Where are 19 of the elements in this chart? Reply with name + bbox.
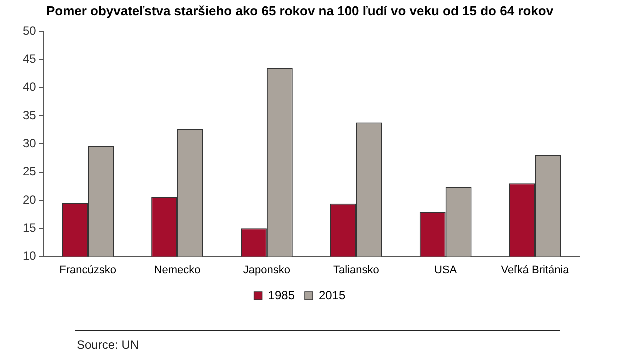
y-tick-label: 35 — [22, 108, 37, 122]
x-tick-label: Taliansko — [333, 264, 380, 276]
x-tick-label: Francúzsko — [60, 264, 116, 276]
y-tick-label: 50 — [22, 24, 37, 38]
x-tick-label: Nemecko — [154, 264, 201, 276]
chart-title: Pomer obyvateľstva staršieho ako 65 rokov na 100 ľudí vo veku od 15 do 64 rokov — [46, 3, 554, 18]
y-tick-label: 30 — [22, 136, 37, 151]
legend-label: 1985 — [268, 288, 296, 302]
x-tick-label: USA — [434, 264, 458, 276]
x-tick-label: Japonsko — [243, 264, 290, 276]
y-tick-label: 20 — [22, 192, 37, 207]
y-tick-label: 40 — [22, 80, 37, 94]
legend-label: 2015 — [319, 288, 346, 302]
y-tick-label: 45 — [22, 52, 37, 66]
y-tick-label: 25 — [22, 164, 37, 179]
y-tick-label: 10 — [22, 249, 37, 264]
x-tick-label: Veľká Británia — [501, 264, 570, 276]
y-tick-label: 15 — [22, 220, 37, 235]
source-note: Source: UN — [77, 338, 140, 352]
